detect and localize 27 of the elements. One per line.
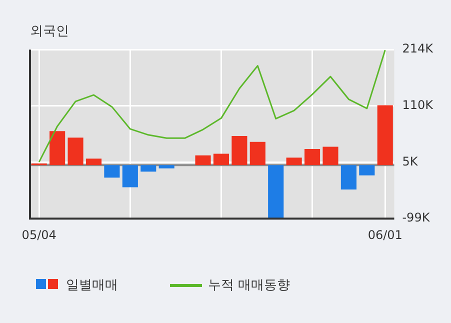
bar: [68, 138, 84, 166]
bar: [250, 142, 266, 166]
bar: [286, 158, 302, 166]
bar: [158, 165, 174, 168]
bar: [195, 155, 211, 166]
y-tick-label: 5K: [402, 154, 419, 169]
y-tick-label: -99K: [402, 210, 431, 225]
chart-title: 외국인: [30, 24, 69, 40]
bar: [86, 158, 102, 166]
bar: [104, 165, 120, 178]
bar: [322, 146, 338, 166]
bar: [50, 131, 66, 166]
x-tick-label: 06/01: [368, 228, 402, 242]
bar: [359, 165, 375, 176]
bar: [304, 148, 320, 166]
bar: [122, 165, 138, 188]
legend-label: 누적 매매동향: [208, 277, 290, 294]
x-tick-label: 05/04: [22, 228, 56, 242]
bar: [340, 165, 356, 190]
bar: [232, 136, 248, 166]
bar: [213, 154, 230, 166]
bar: [377, 105, 393, 166]
y-tick-label: 214K: [402, 42, 434, 56]
legend-label: 일별매매: [66, 277, 118, 294]
y-tick-label: 110K: [402, 98, 434, 112]
bar: [268, 165, 284, 218]
bar: [140, 165, 156, 172]
